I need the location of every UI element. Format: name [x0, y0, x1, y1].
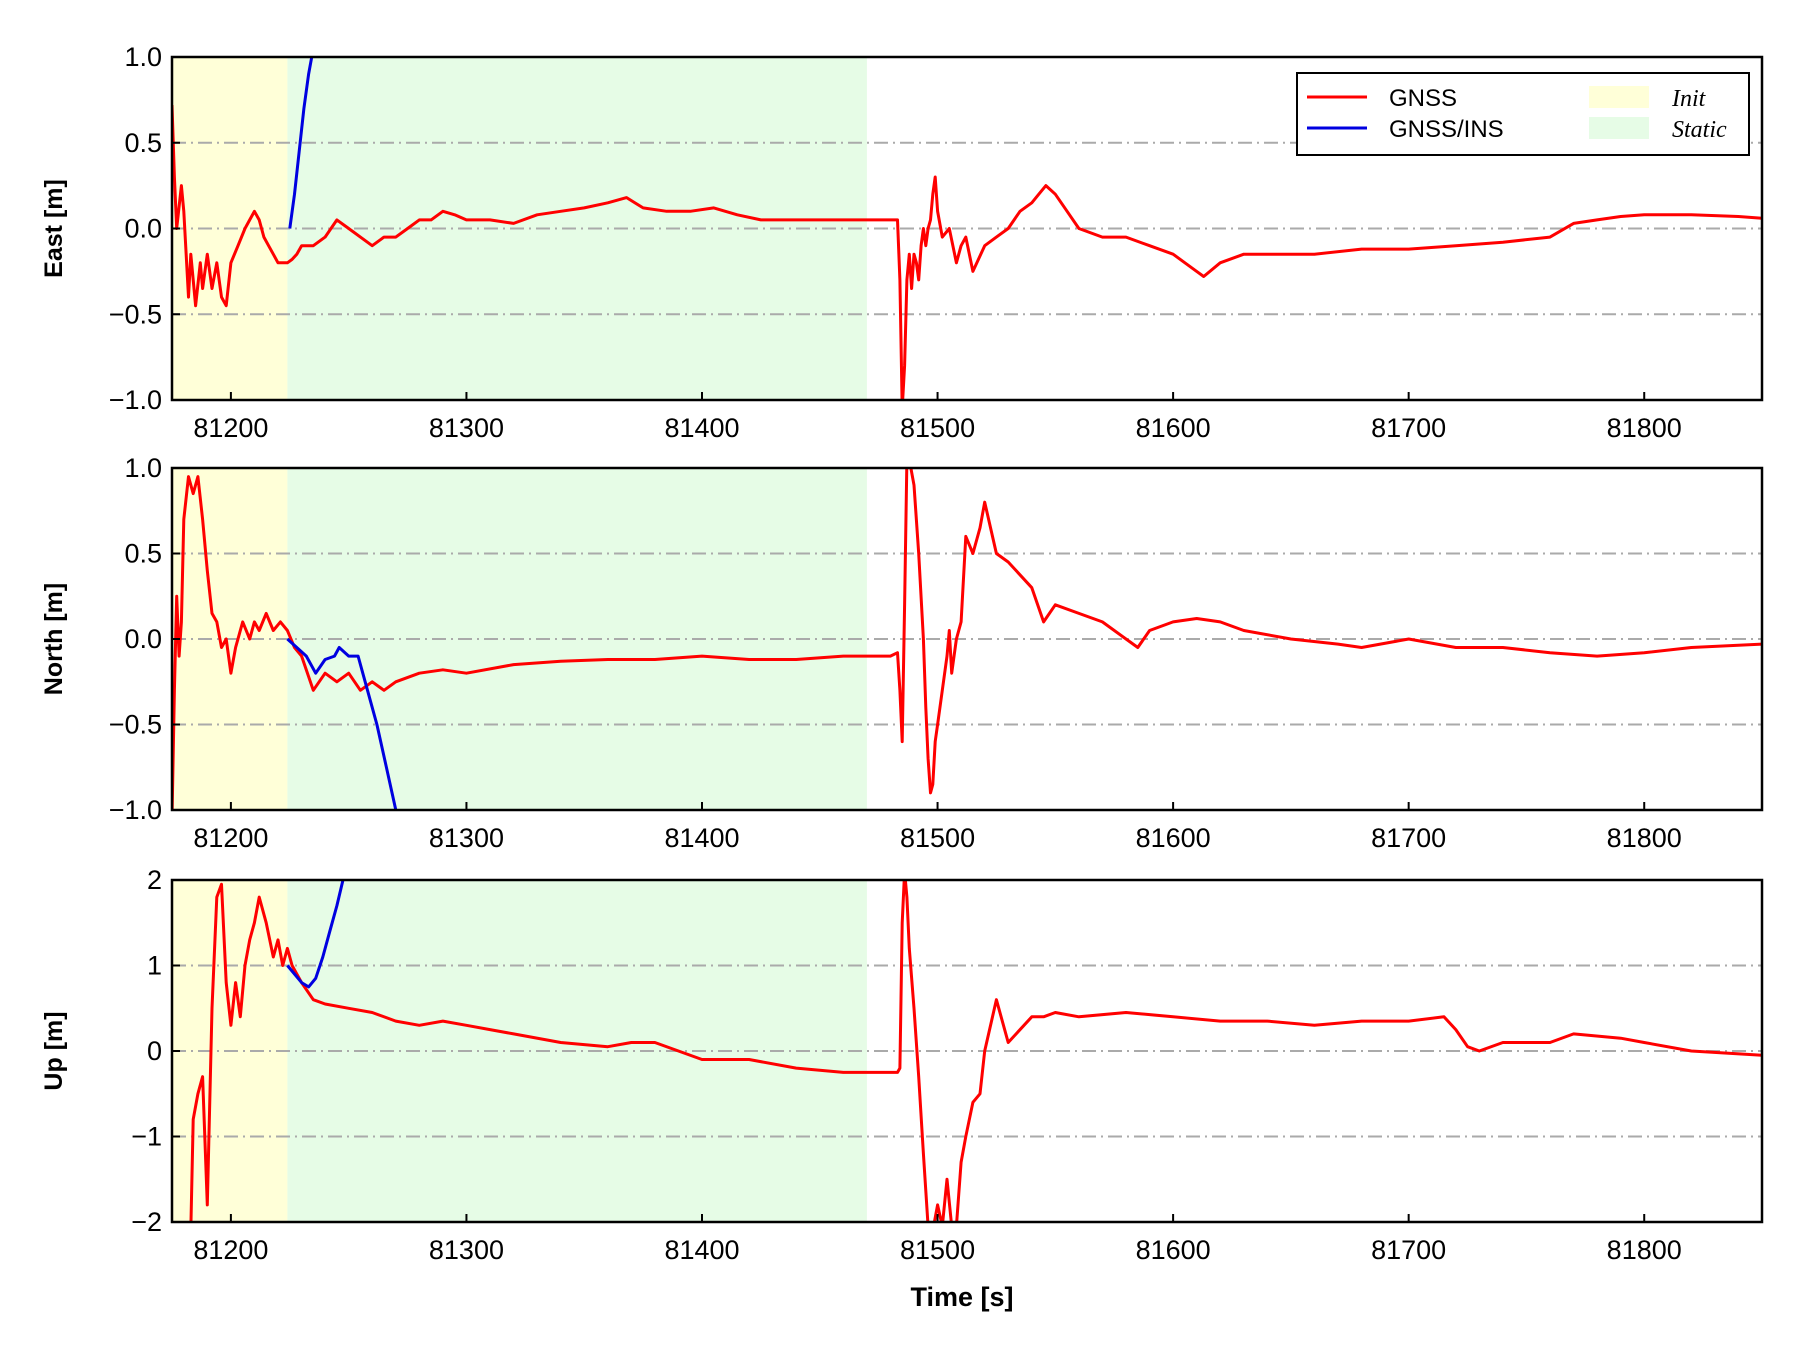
- x-tick-label: 81500: [900, 1235, 975, 1265]
- legend: GNSS GNSS/INS Init Static: [1296, 72, 1750, 156]
- legend-label: Init: [1671, 86, 1707, 112]
- y-tick-label: 1: [147, 951, 162, 981]
- panels: −1.0 −0.5 0.0 0.5 1.0 81200 81300 81400 81500 816…: [40, 42, 1764, 1265]
- x-tick-label: 81600: [1136, 413, 1211, 443]
- x-tick-label: 81700: [1371, 1235, 1446, 1265]
- panel-1: −1.0 −0.5 0.0 0.5 1.0 81200 81300 81400 81500 816…: [40, 453, 1764, 853]
- panel-2: −2 −1 0 1 2 81200 81300 81400 81500 81600 81700 818…: [40, 865, 1764, 1265]
- x-tick-label: 81400: [664, 413, 739, 443]
- x-tick-label: 81600: [1136, 1235, 1211, 1265]
- x-tick-label: 81200: [193, 413, 268, 443]
- y-tick-label: −1: [131, 1122, 162, 1152]
- series-line-gnss-ins: [288, 57, 314, 229]
- legend-patch-swatch: [1589, 117, 1649, 139]
- x-tick-label: 81200: [193, 1235, 268, 1265]
- y-tick-label: 0.0: [124, 624, 162, 654]
- x-tick-label: 81300: [429, 823, 504, 853]
- x-tick-label: 81700: [1371, 413, 1446, 443]
- x-tick-label: 81700: [1371, 823, 1446, 853]
- x-tick-label: 81800: [1607, 1235, 1682, 1265]
- y-tick-label: 1.0: [124, 42, 162, 72]
- x-tick-label: 81300: [429, 1235, 504, 1265]
- x-tick-label: 81600: [1136, 823, 1211, 853]
- x-tick-label: 81500: [900, 413, 975, 443]
- panel-0: −1.0 −0.5 0.0 0.5 1.0 81200 81300 81400 81500 816…: [40, 42, 1764, 443]
- y-tick-label: −1.0: [109, 385, 162, 415]
- x-tick-label: 81800: [1607, 413, 1682, 443]
- x-tick-label: 81200: [193, 823, 268, 853]
- y-tick-label: −0.5: [109, 710, 162, 740]
- series-line-gnss: [189, 880, 1762, 1222]
- legend-label: GNSS/INS: [1389, 116, 1504, 143]
- x-tick-label: 81400: [664, 1235, 739, 1265]
- series-line-gnss: [172, 468, 1762, 810]
- y-tick-label: 0: [147, 1036, 162, 1066]
- y-axis-label: North [m]: [40, 583, 68, 695]
- y-tick-label: −0.5: [109, 299, 162, 329]
- legend-patch-swatch: [1589, 86, 1649, 108]
- y-tick-label: −2: [131, 1207, 162, 1237]
- x-tick-label: 81300: [429, 413, 504, 443]
- legend-label: Static: [1672, 117, 1727, 143]
- y-tick-label: 0.5: [124, 128, 162, 158]
- x-axis-label: Time [s]: [910, 1282, 1013, 1312]
- series-line-gnss-ins: [286, 637, 398, 810]
- x-tick-label: 81800: [1607, 823, 1682, 853]
- y-tick-label: 1.0: [124, 453, 162, 483]
- series-line-gnss: [172, 104, 1762, 400]
- x-tick-label: 81400: [664, 823, 739, 853]
- legend-label: GNSS: [1389, 85, 1457, 112]
- y-axis-label: Up [m]: [40, 1011, 68, 1090]
- legend-box: [1296, 72, 1750, 156]
- series-line-gnss-ins: [286, 880, 345, 989]
- x-tick-label: 81500: [900, 823, 975, 853]
- y-axis-label: East [m]: [40, 179, 68, 278]
- y-tick-label: 0.5: [124, 539, 162, 569]
- y-tick-label: 0.0: [124, 214, 162, 244]
- y-tick-label: −1.0: [109, 795, 162, 825]
- y-tick-label: 2: [147, 865, 162, 895]
